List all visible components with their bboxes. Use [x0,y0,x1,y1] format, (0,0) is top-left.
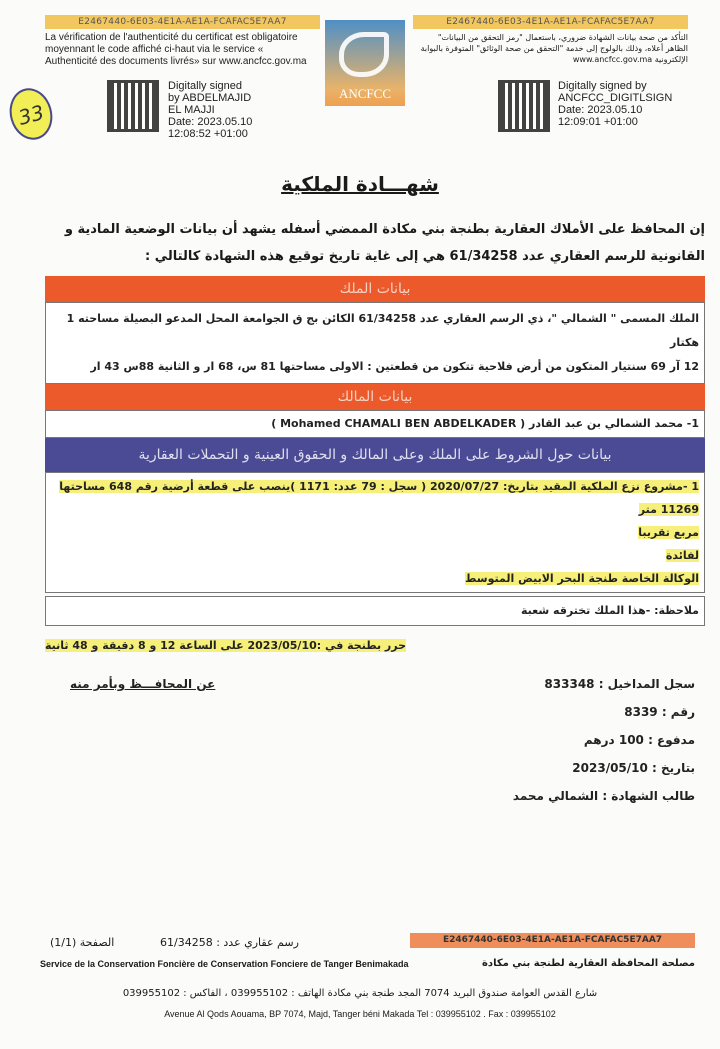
handwritten-number: 33 [3,83,59,145]
footer-title-ref: رسم عقاري عدد : 61/34258 [160,936,299,949]
owner-line: 1- محمد الشمالي بن عبد القادر ( Mohamed … [271,417,699,430]
property-header: بيانات الملك [45,276,705,302]
condition-line: الوكالة الخاصة طنجة البحر الابيض المتوسط [465,572,699,585]
property-box: الملك المسمى " الشمالي "، ذي الرسم العقا… [45,302,705,384]
sig-line: EL MAJJI [168,104,215,116]
service-fr: Service de la Conservation Foncière de C… [40,958,409,969]
detail-line: رقم : 8339 [624,705,695,719]
sig-line: 12:09:01 +01:00 [558,116,638,128]
conditions-box: 1 -مشروع نزع الملكية المقيد بتاريخ: 2020… [45,472,705,593]
sig-line: Date: 2023.05.10 [558,104,643,116]
footer-code: E2467440-6E03-4E1A-AE1A-FCAFAC5E7AA7 [410,933,695,948]
signatory: عن المحافـــظ وبأمر منه [70,677,216,691]
certificate-body: شهـــادة الملكية إن المحافظ على الأملاك … [15,172,705,810]
verification-code-left: E2467440-6E03-4E1A-AE1A-FCAFAC5E7AA7 [45,15,320,29]
notice-line: التأكد من صحة بيانات الشهادة ضروري، باست… [437,33,688,42]
detail-line: سجل المداخيل : 833348 [544,677,695,691]
condition-line: مربع تقريبا [638,526,699,539]
detail-line: بتاريخ : 2023/05/10 [572,761,695,775]
notice-line: الإلكترونية www.ancfcc.gov.ma [572,55,688,64]
condition-line: لفائدة [665,549,699,562]
address-ar: شارع القدس العوامة صندوق البريد 7074 الم… [122,988,598,999]
sig-line: Digitally signed by [558,80,647,92]
intro-line: القانونية للرسم العقاري عدد 61/34258 هي … [145,249,705,264]
property-line: 12 آر 69 سنتيار المتكون من أرض فلاحية تت… [90,360,699,373]
property-line: الملك المسمى " الشمالي "، ذي الرسم العقا… [66,312,699,349]
page-title: شهـــادة الملكية [281,172,439,196]
note-text: ملاحظة: -هذا الملك تخترقه شعبة [521,604,699,617]
intro-line: إن المحافظ على الأملاك العقارية بطنجة بن… [64,222,705,237]
ancfcc-logo: ANCFCC [325,20,405,106]
notice-line: الظاهر أعلاه، وذلك بالولوج إلى خدمة "الت… [420,44,688,53]
conditions-header: بيانات حول الشروط على الملك وعلى المالك … [45,438,705,472]
detail-line: طالب الشهادة : الشمالي محمد [512,789,695,803]
footer-page: الصفحة (1/1) [50,936,115,949]
owner-box: 1- محمد الشمالي بن عبد القادر ( Mohamed … [45,410,705,438]
verification-code-right: E2467440-6E03-4E1A-AE1A-FCAFAC5E7AA7 [413,15,688,29]
sig-line: by ABDELMAJID [168,92,252,104]
sig-line: Date: 2023.05.10 [168,116,253,128]
owner-header: بيانات المالك [45,384,705,410]
qr-code-left [107,80,159,132]
signature-row: عن المحافـــظ وبأمر منه سجل المداخيل : 8… [70,670,695,810]
logo-text: ANCFCC [338,86,392,101]
notice-line: Authenticité des documents livrés» sur w… [45,56,307,67]
note-box: ملاحظة: -هذا الملك تخترقه شعبة [45,596,705,626]
qr-code-right [498,80,550,132]
details: سجل المداخيل : 833348 رقم : 8339 مدفوع :… [395,670,695,810]
address-fr: Avenue Al Qods Aouama, BP 7074, Majd, Ta… [164,1009,556,1019]
condition-line: 1 -مشروع نزع الملكية المقيد بتاريخ: 2020… [59,480,699,516]
intro: إن المحافظ على الأملاك العقارية بطنجة بن… [15,216,705,270]
issued-text: حرر بطنجة في :2023/05/10 على الساعة 12 و… [45,639,407,652]
notice-line: La vérification de l'authenticité du cer… [45,32,298,43]
service-ar: مصلحة المحافظة العقارية لطنجة بني مكادة [482,958,695,969]
service-row: Service de la Conservation Foncière de C… [40,958,695,969]
notice-line: moyennant le code affiché ci-haut via le… [45,44,264,55]
french-notice: La vérification de l'authenticité du cer… [45,32,320,68]
sig-line: Digitally signed [168,80,242,92]
signature-left: Digitally signed by ABDELMAJID EL MAJJI … [168,80,252,140]
detail-line: مدفوع : 100 درهم [583,733,695,747]
arabic-notice: التأكد من صحة بيانات الشهادة ضروري، باست… [413,32,688,65]
sig-line: ANCFCC_DIGITLSIGN [558,92,673,104]
sig-line: 12:08:52 +01:00 [168,128,248,140]
signature-right: Digitally signed by ANCFCC_DIGITLSIGN Da… [558,80,672,128]
